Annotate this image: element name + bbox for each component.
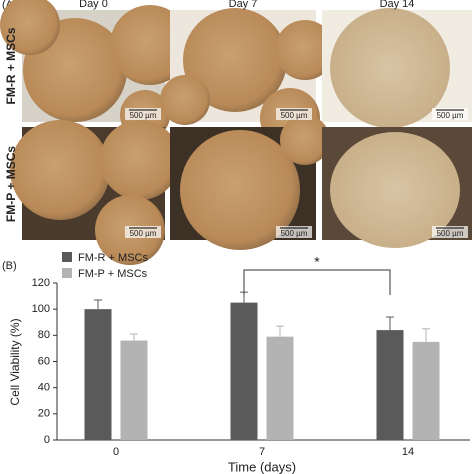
bar [120,340,148,440]
bar [412,341,440,440]
x-tick-label: 0 [113,446,119,458]
significance-bracket [243,269,391,295]
significance-label: * [314,254,320,270]
legend-swatch [62,252,72,262]
legend-label: FM-P + MSCs [78,268,148,280]
y-tick-label: 120 [32,277,50,289]
scale-bar-label: 500 µm [130,229,157,238]
scale-bar-bg [125,108,161,120]
scale-bar-label: 500 µm [437,229,464,238]
scale-bar-label: 500 µm [281,111,308,120]
bar [84,309,112,440]
y-tick-label: 40 [38,382,50,394]
x-tick-label: 7 [259,446,265,458]
bar [266,336,294,440]
bar [376,330,404,440]
y-tick-label: 20 [38,408,50,420]
legend-swatch [62,268,72,278]
panel-label: (B) [2,260,17,272]
x-tick-label: 14 [402,446,414,458]
row-label: FM-R + MSCs [4,27,18,104]
y-tick-label: 80 [38,329,50,341]
column-label: Day 14 [380,0,415,10]
scale-bar-bg [125,226,161,238]
y-tick-label: 0 [44,434,50,446]
column-label: Day 7 [229,0,258,10]
legend-label: FM-R + MSCs [78,252,148,264]
scale-bar-label: 500 µm [130,111,157,120]
y-tick-label: 100 [32,303,50,315]
micrographs [0,0,472,265]
scale-bar-bg [276,108,312,120]
scale-bar-bg [432,108,468,120]
column-label: Day 0 [79,0,108,10]
y-tick-label: 60 [38,355,50,367]
scale-bar-bg [276,226,312,238]
bar [230,302,258,440]
row-label: FM-P + MSCs [4,146,18,222]
scale-bar-label: 500 µm [281,229,308,238]
scale-bar-bg [432,226,468,238]
x-axis-label: Time (days) [228,459,296,474]
y-axis-label: Cell Viability (%) [8,318,22,405]
scale-bar-label: 500 µm [437,111,464,120]
